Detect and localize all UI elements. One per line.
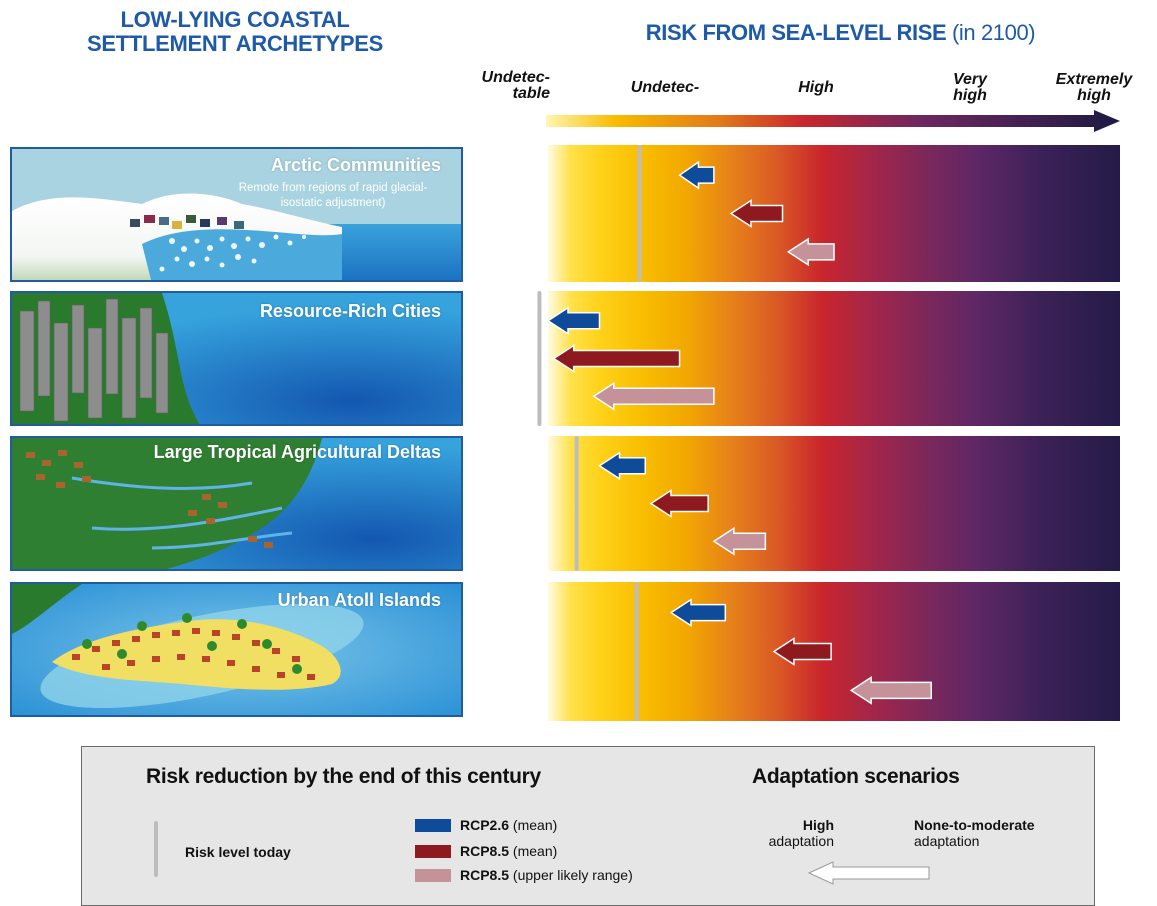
rcp85-upper-swatch (415, 869, 451, 882)
archetypes-title: LOW-LYING COASTAL SETTLEMENT ARCHETYPES (0, 8, 470, 56)
arctic-title: Arctic Communities (270, 155, 441, 175)
level-very-high: Very high (952, 71, 988, 104)
arrow-rcp85-upper-atoll (849, 676, 932, 705)
archetypes-title-line2: SETTLEMENT ARCHETYPES (86, 31, 384, 56)
arrow-rcp85-upper-deltas (712, 526, 767, 556)
arctic-panel: Arctic Communities Remote from regions o… (10, 147, 463, 282)
cities-illustration (12, 293, 461, 424)
risk-title-sub: (in 2100) (951, 20, 1036, 45)
adaptation-arrow (807, 861, 930, 885)
risk-bar-atoll (548, 582, 1120, 721)
arrow-rcp85-mean-arctic (729, 199, 784, 228)
risk-today-line-cities (537, 291, 542, 426)
legend-title-left: Risk reduction by the end of this centur… (146, 765, 541, 788)
arrow-rcp26-atoll (669, 598, 727, 627)
rcp85-upper-label: RCP8.5 (upper likely range) (460, 867, 633, 883)
risk-today-line-deltas (574, 436, 579, 571)
deltas-title: Large Tropical Agricultural Deltas (153, 442, 441, 462)
level-moderate: Undetec- (630, 79, 700, 96)
level-undetectable: Undetec- table (481, 69, 550, 102)
risk-scale-arrow (546, 110, 1120, 132)
risk-today-label: Risk level today (185, 844, 291, 860)
rcp85-mean-swatch (415, 845, 451, 858)
atoll-illustration (12, 584, 461, 715)
atoll-title: Urban Atoll Islands (277, 590, 441, 610)
rcp85-mean-label: RCP8.5 (mean) (460, 843, 558, 859)
arrow-rcp26-cities (546, 306, 601, 336)
arrow-rcp26-deltas (598, 451, 646, 481)
arctic-illustration (12, 149, 461, 280)
legend-title-right: Adaptation scenarios (752, 765, 960, 788)
level-high: High (798, 79, 834, 96)
level-extremely-high: Extremely high (1055, 71, 1133, 104)
arrow-rcp85-mean-cities (552, 344, 681, 373)
risk-today-line-arctic (637, 145, 642, 282)
high-adaptation-label: High adaptation (768, 817, 834, 849)
arctic-subtitle: Remote from regions of rapid glacial-iso… (238, 182, 428, 209)
legend-box: Risk reduction by the end of this centur… (81, 746, 1095, 906)
archetypes-title-line1: LOW-LYING COASTAL (120, 7, 350, 32)
arrow-rcp85-mean-deltas (649, 489, 709, 518)
risk-title: RISK FROM SEA-LEVEL RISE (in 2100) (548, 20, 1133, 46)
deltas-illustration (12, 438, 461, 569)
arrow-rcp85-mean-atoll (772, 637, 832, 666)
arrow-rcp26-arctic (678, 160, 715, 190)
risk-title-main: RISK FROM SEA-LEVEL RISE (645, 20, 947, 45)
risk-today-line-atoll (634, 582, 639, 721)
atoll-panel: Urban Atoll Islands (10, 582, 463, 717)
cities-panel: Resource-Rich Cities (10, 291, 463, 426)
rcp26-label: RCP2.6 (mean) (460, 817, 558, 833)
rcp26-swatch (415, 819, 451, 832)
risk-marks (537, 145, 932, 721)
cities-title: Resource-Rich Cities (259, 301, 441, 321)
risk-today-swatch (154, 821, 158, 877)
arrow-rcp85-upper-cities (592, 381, 715, 411)
deltas-panel: Large Tropical Agricultural Deltas (10, 436, 463, 571)
arrow-rcp85-upper-arctic (786, 237, 835, 267)
none-adaptation-label: None-to-moderate adaptation (914, 817, 1035, 849)
